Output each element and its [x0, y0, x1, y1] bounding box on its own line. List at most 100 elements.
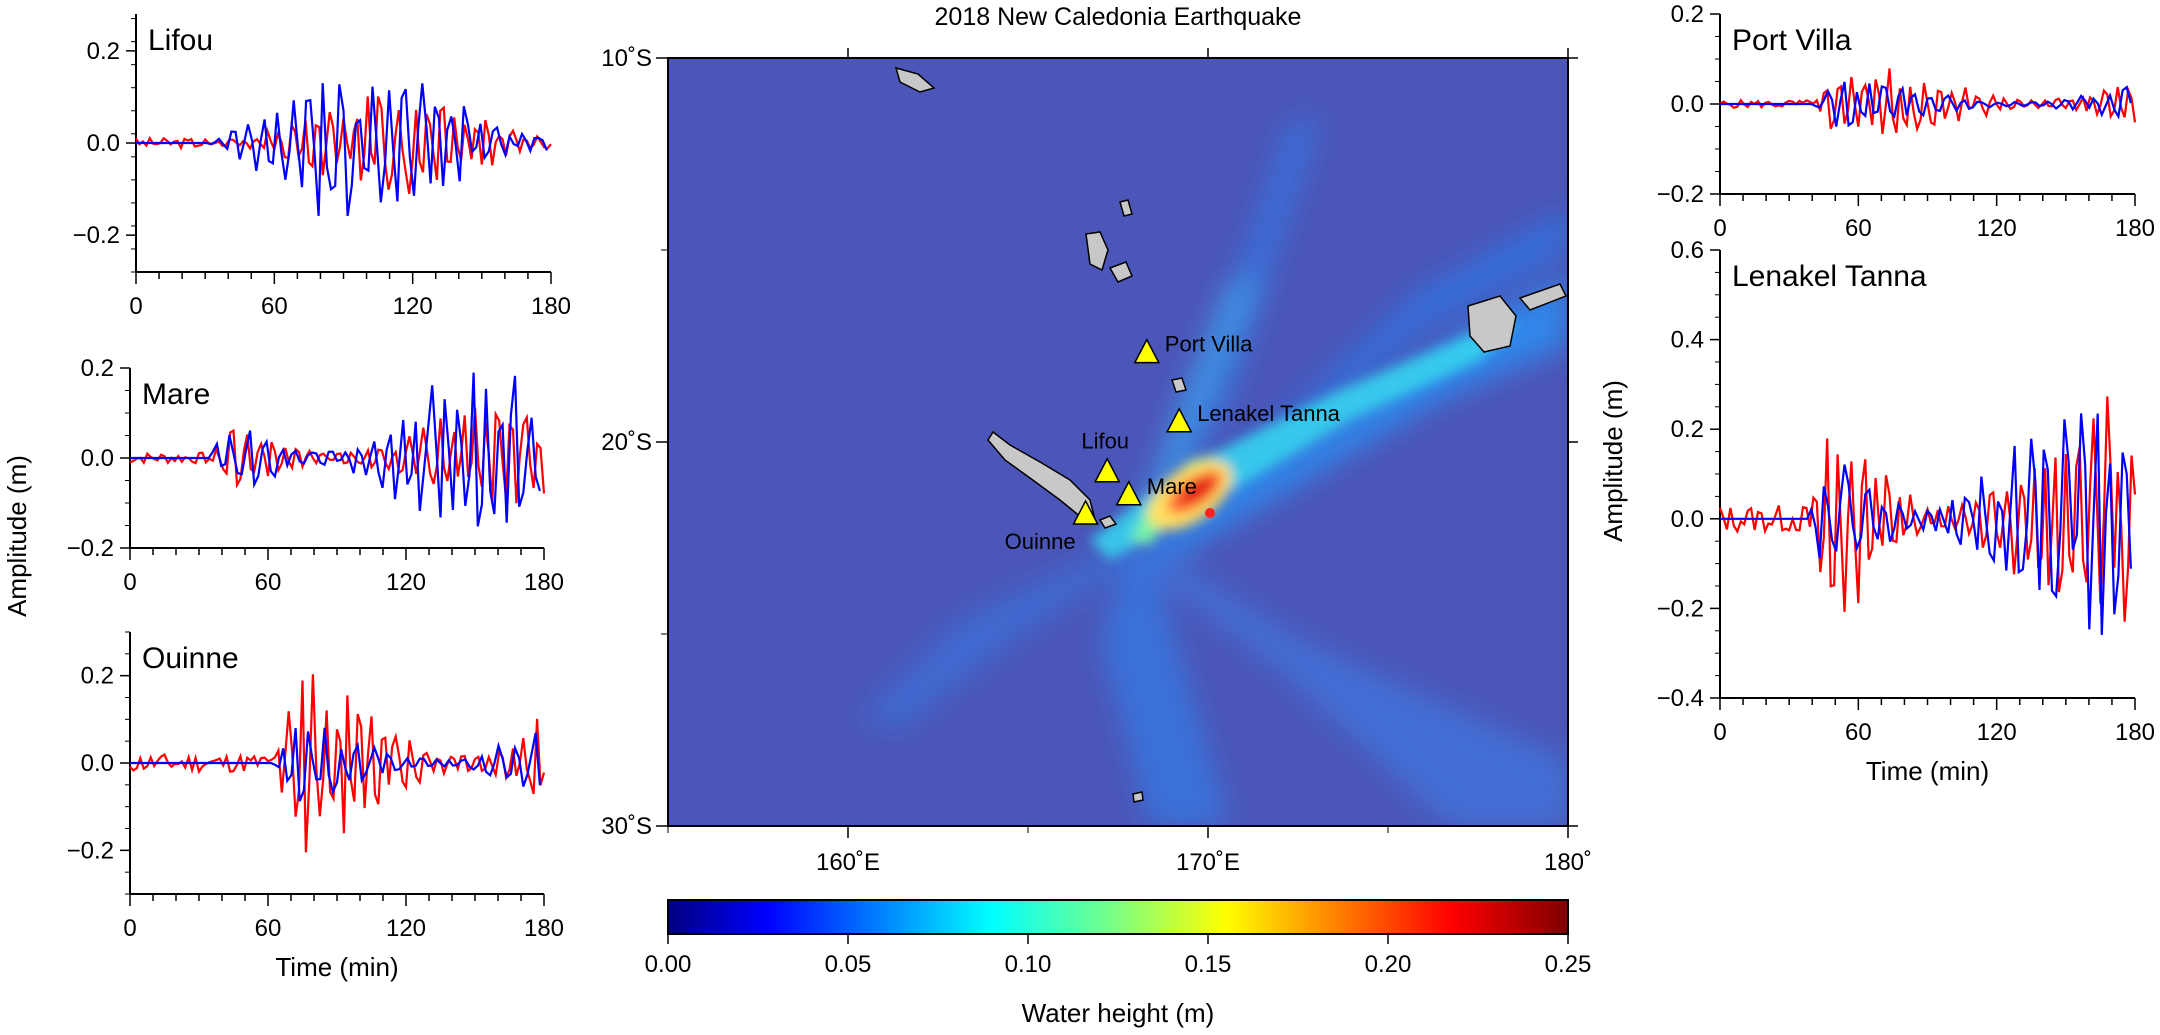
gauge-marker [1133, 338, 1161, 364]
y-tick-label: 0.2 [1671, 416, 1704, 443]
gauge-label: Ouinne [1005, 529, 1076, 554]
x-tick-label: 60 [255, 915, 282, 942]
vanuatu-island-4 [1171, 377, 1187, 393]
gauge-marker [1093, 457, 1121, 483]
gauge-label: Lifou [1081, 429, 1129, 454]
colorbar-tick-label: 0.25 [1545, 951, 1592, 978]
map-axes: 160˚E 170˚E 180˚ 10˚S 20˚S 30˚S [601, 45, 1592, 876]
y-tick-label: −0.4 [1657, 685, 1704, 712]
colorbar-ticks: 0.00 0.05 0.10 0.15 0.20 0.25 [645, 934, 1592, 978]
vanuatu-island-1 [1085, 231, 1109, 272]
y-tick-label: 0.0 [81, 445, 114, 472]
x-tick-label: 120 [1977, 719, 2017, 746]
x-tick-label: 180 [531, 293, 571, 320]
x-axis-title: Time (min) [275, 952, 398, 982]
colorbar-label: Water height (m) [1022, 998, 1215, 1028]
colorbar-tick-label: 0.10 [1005, 951, 1052, 978]
map-x-tick-label: 170˚E [1176, 849, 1240, 876]
port-villa-station-label: Port Villa [1732, 24, 1852, 57]
tsunami-map: 160˚E 170˚E 180˚ 10˚S 20˚S 30˚S Port Villa Len… [601, 45, 1592, 1028]
y-tick-label: −0.2 [67, 535, 114, 562]
y-tick-label: 0.0 [87, 130, 120, 157]
simulated-series [1720, 413, 2132, 635]
observed-series [129, 674, 546, 853]
map-x-tick-label: 160˚E [816, 849, 880, 876]
y-tick-label: 0.2 [81, 663, 114, 690]
y-tick-label: 0.0 [81, 750, 114, 777]
gauge-label: Lenakel Tanna [1197, 401, 1340, 426]
x-tick-label: 60 [1845, 215, 1872, 242]
lifou-panel: 0 60 120 180 0.2 0.0 −0.2 Lifou [73, 14, 571, 320]
lifou-station-label: Lifou [148, 24, 213, 57]
x-tick-label: 60 [1845, 719, 1872, 746]
lenakel-tanna-panel: 0 60 120 180 0.6 0.4 0.2 0.0 −0.2 −0.4 Lenakel Tan… [1598, 237, 2155, 786]
y-tick-label: −0.2 [73, 222, 120, 249]
simulated-series [130, 727, 541, 802]
y-tick-label: 0.4 [1671, 327, 1704, 354]
simulated-series [1720, 81, 2132, 128]
y-tick-label: −0.2 [1657, 181, 1704, 208]
lenakel-tanna-station-label: Lenakel Tanna [1732, 260, 1927, 293]
x-tick-label: 0 [1713, 215, 1726, 242]
solomon-island [894, 66, 936, 93]
mare-station-label: Mare [142, 378, 210, 411]
map-title: 2018 New Caledonia Earthquake [935, 3, 1302, 31]
y-tick-label: 0.6 [1671, 237, 1704, 264]
x-tick-label: 60 [255, 569, 282, 596]
x-tick-label: 120 [1977, 215, 2017, 242]
colorbar-tick-label: 0.20 [1365, 951, 1412, 978]
y-tick-label: −0.2 [67, 837, 114, 864]
y-tick-label: 0.2 [81, 355, 114, 382]
y-tick-label: −0.2 [1657, 595, 1704, 622]
epicenter-marker [1205, 508, 1215, 518]
gauge-marker [1072, 499, 1099, 525]
fiji-island [1467, 295, 1517, 353]
colorbar-tick-label: 0.05 [825, 951, 872, 978]
colorbar-bar [667, 899, 1569, 935]
colorbar-tick-label: 0.00 [645, 951, 692, 978]
ouinne-station-label: Ouinne [142, 642, 239, 675]
gauge-label: Mare [1147, 474, 1197, 499]
gauge-marker [1115, 480, 1143, 506]
x-tick-label: 0 [1713, 719, 1726, 746]
x-tick-label: 180 [2115, 719, 2155, 746]
small-island [1132, 791, 1144, 803]
map-y-tick-label: 30˚S [601, 813, 652, 840]
land-masses [894, 66, 1568, 803]
map-x-tick-label: 180˚ [1544, 849, 1592, 876]
x-tick-label: 0 [123, 915, 136, 942]
x-tick-label: 120 [386, 569, 426, 596]
y-axis-title: Amplitude (m) [2, 455, 32, 617]
x-tick-label: 120 [386, 915, 426, 942]
vanuatu-island-3 [1119, 199, 1133, 217]
y-tick-label: 0.0 [1671, 91, 1704, 118]
simulated-series [130, 372, 541, 527]
fiji-island-2 [1518, 283, 1568, 311]
port-villa-panel: 0 60 120 180 0.2 0.0 −0.2 Port Villa [1657, 1, 2155, 242]
colorbar-tick-label: 0.15 [1185, 951, 1232, 978]
vanuatu-island-2 [1108, 261, 1133, 283]
x-tick-label: 0 [129, 293, 142, 320]
x-tick-label: 60 [261, 293, 288, 320]
y-tick-label: 0.2 [1671, 1, 1704, 28]
energy-core [1090, 320, 1520, 560]
map-field [668, 58, 1568, 826]
gauge-label: Port Villa [1165, 332, 1253, 357]
x-tick-label: 180 [524, 915, 564, 942]
x-tick-label: 120 [393, 293, 433, 320]
tide-gauges: Port Villa Lenakel Tanna Lifou Mare Ouinne [1005, 332, 1341, 554]
mare-panel: 0 60 120 180 0.2 0.0 −0.2 Mare [67, 355, 564, 596]
map-y-tick-label: 20˚S [601, 429, 652, 456]
x-tick-label: 0 [123, 569, 136, 596]
simulated-series [136, 83, 548, 217]
x-tick-label: 180 [2115, 215, 2155, 242]
y-axis-title: Amplitude (m) [1598, 380, 1628, 542]
colorbar: 0.00 0.05 0.10 0.15 0.20 0.25 Water height (m… [645, 899, 1592, 1028]
map-y-tick-label: 10˚S [601, 45, 652, 72]
y-tick-label: 0.0 [1671, 506, 1704, 533]
x-tick-label: 180 [524, 569, 564, 596]
loyalty-islands [1098, 515, 1118, 529]
ouinne-panel: 0 60 120 180 0.2 0.0 −0.2 Ouinne Time (min) Ampli… [2, 455, 564, 982]
